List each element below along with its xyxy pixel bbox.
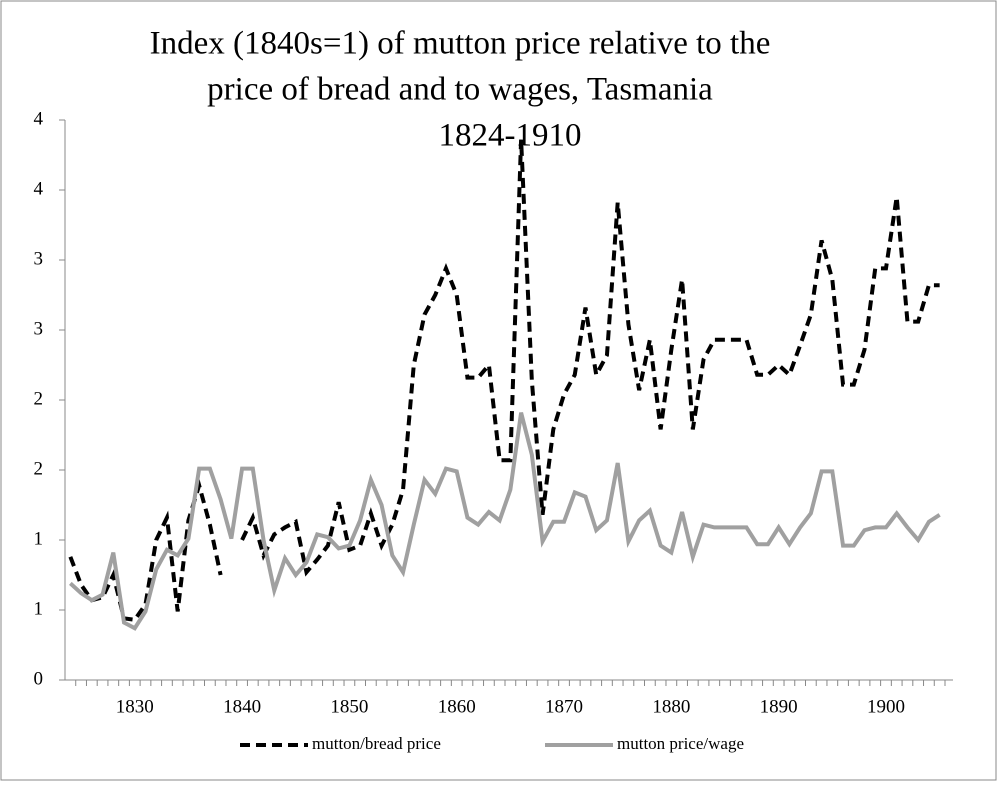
y-tick-label: 1 [34, 528, 44, 549]
y-tick-label: 0 [34, 668, 44, 689]
y-tick-label: 4 [34, 178, 44, 199]
y-tick-label: 2 [34, 458, 44, 479]
x-tick-label: 1870 [545, 696, 583, 717]
y-tick-label: 1 [34, 598, 44, 619]
y-tick-label: 3 [34, 318, 44, 339]
y-tick-label: 3 [34, 248, 44, 269]
x-tick-label: 1850 [330, 696, 368, 717]
x-tick-label: 1840 [223, 696, 261, 717]
chart-title: 1824-1910 [439, 118, 582, 154]
x-tick-label: 1890 [760, 696, 798, 717]
x-tick-label: 1830 [116, 696, 154, 717]
y-tick-label: 4 [34, 108, 44, 129]
x-tick-label: 1860 [438, 696, 476, 717]
chart-title: Index (1840s=1) of mutton price relative… [150, 26, 771, 62]
line-series [69, 412, 941, 631]
legend-label: mutton/bread price [312, 734, 441, 753]
x-tick-label: 1900 [867, 696, 905, 717]
y-tick-label: 2 [34, 388, 44, 409]
x-tick-label: 1880 [652, 696, 690, 717]
legend-label: mutton price/wage [617, 734, 744, 753]
chart-title: price of bread and to wages, Tasmania [207, 72, 713, 108]
